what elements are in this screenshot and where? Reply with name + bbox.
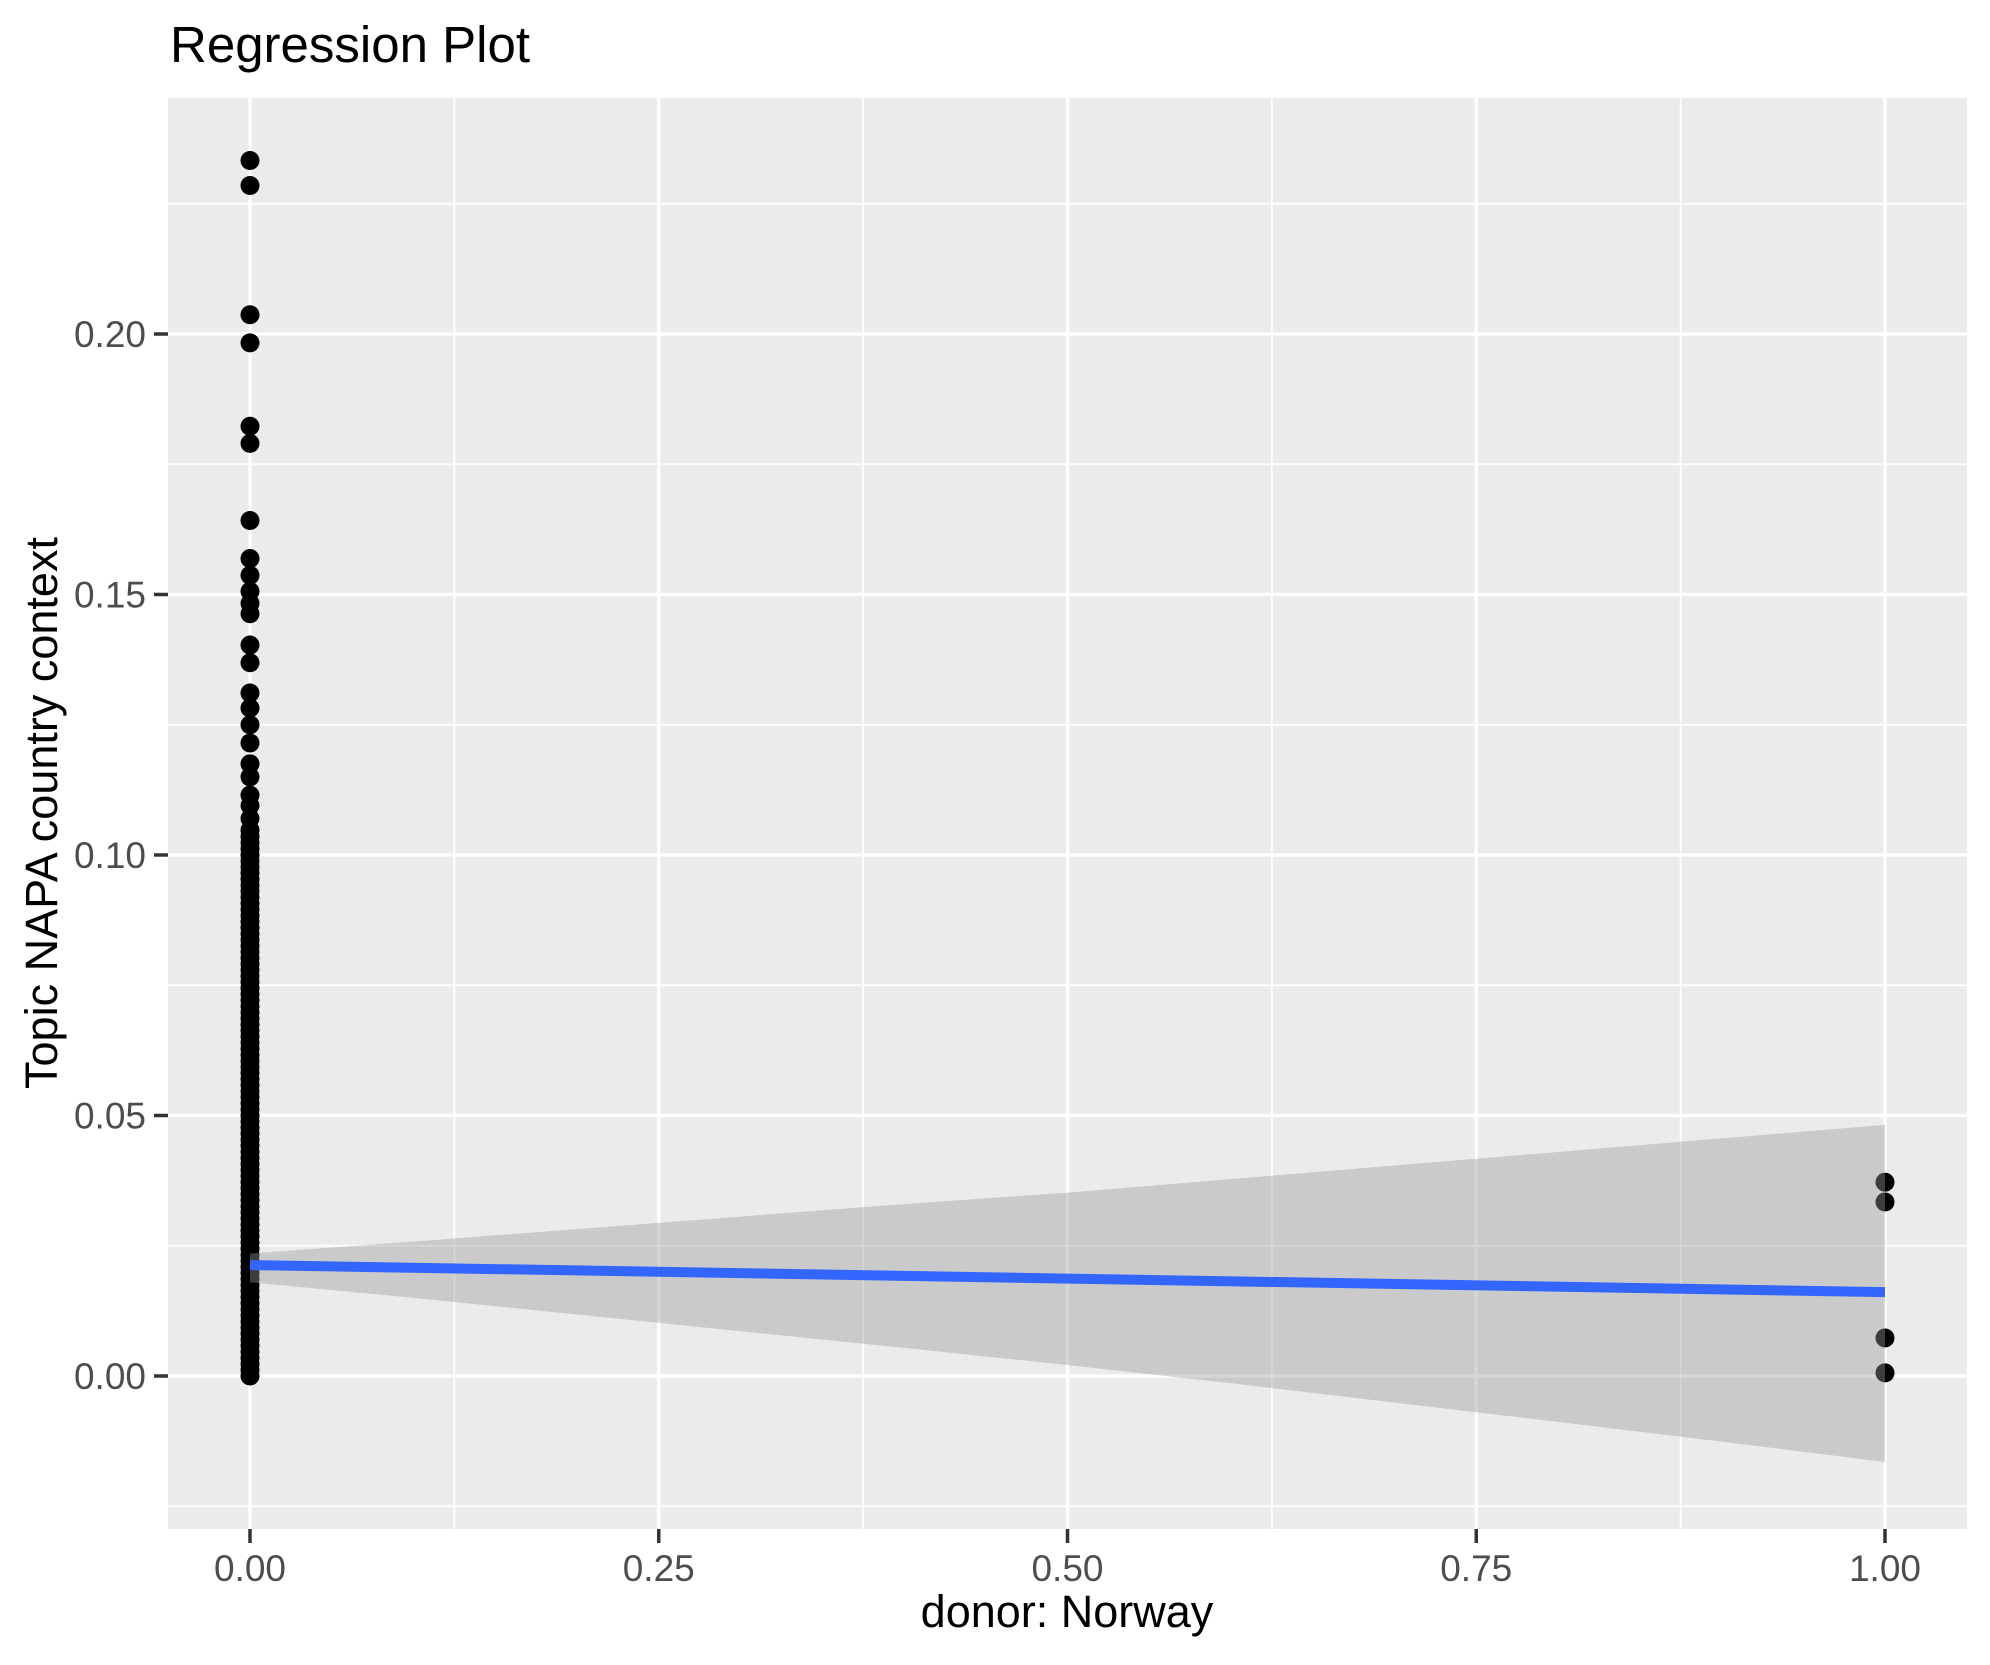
data-point — [240, 333, 260, 353]
data-point — [240, 796, 260, 816]
data-point — [240, 715, 260, 735]
data-point — [240, 565, 260, 585]
x-tick-label: 1.00 — [1849, 1548, 1921, 1589]
y-tick-label: 0.05 — [74, 1096, 146, 1137]
data-point — [240, 635, 260, 655]
data-point — [240, 176, 260, 196]
y-tick-label: 0.15 — [74, 575, 146, 616]
data-point — [240, 820, 260, 840]
data-point — [240, 433, 260, 453]
x-tick-label: 0.75 — [1440, 1548, 1512, 1589]
x-tick-label: 0.50 — [1031, 1548, 1103, 1589]
x-axis-title: donor: Norway — [920, 1586, 1214, 1637]
data-point — [240, 683, 260, 703]
x-tick-label: 0.00 — [214, 1548, 286, 1589]
data-point — [240, 305, 260, 325]
y-tick-label: 0.10 — [74, 835, 146, 876]
data-point — [240, 416, 260, 436]
data-point — [1875, 1363, 1895, 1383]
data-point — [240, 754, 260, 774]
plot-title: Regression Plot — [170, 16, 531, 73]
data-point — [240, 767, 260, 787]
data-point — [240, 698, 260, 718]
x-tick-label: 0.25 — [623, 1548, 695, 1589]
y-tick-label: 0.20 — [74, 314, 146, 355]
data-point — [240, 653, 260, 673]
data-point — [240, 733, 260, 753]
data-point — [240, 511, 260, 531]
confidence-ribbon — [250, 1124, 1885, 1462]
data-point — [240, 151, 260, 171]
regression-line — [249, 1260, 1886, 1298]
y-tick-label: 0.00 — [74, 1356, 146, 1397]
data-point — [1875, 1172, 1895, 1192]
data-point — [240, 549, 260, 569]
data-point — [240, 604, 260, 624]
data-point — [1875, 1192, 1895, 1212]
data-point — [1875, 1328, 1895, 1348]
